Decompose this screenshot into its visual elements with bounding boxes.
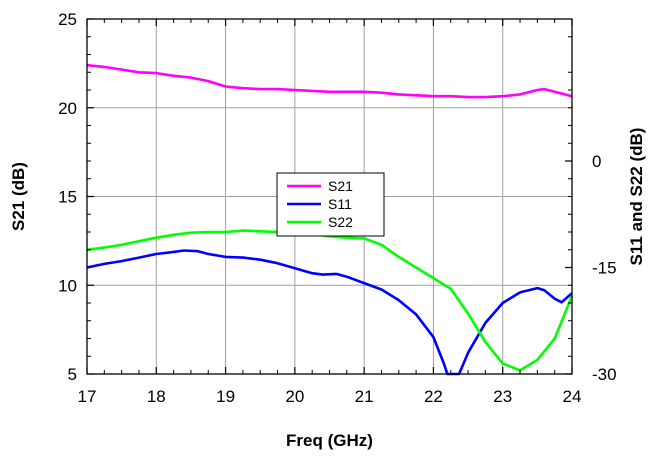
y-left-tick-label: 5	[68, 365, 77, 384]
x-tick-label: 24	[563, 387, 582, 406]
y-axis-title-right: S11 and S22 (dB)	[627, 128, 646, 266]
series-line-s22	[87, 231, 572, 371]
legend-label-s22: S22	[328, 214, 353, 230]
x-tick-label: 19	[216, 387, 235, 406]
x-tick-label: 18	[147, 387, 166, 406]
y-left-tick-label: 20	[58, 99, 77, 118]
x-axis-title: Freq (GHz)	[286, 431, 373, 450]
y-left-tick-label: 15	[58, 188, 77, 207]
y-right-tick-label: -30	[592, 365, 617, 384]
x-tick-label: 21	[355, 387, 374, 406]
legend-label-s11: S11	[328, 196, 352, 212]
y-left-tick-label: 25	[58, 10, 77, 29]
x-tick-label: 20	[285, 387, 304, 406]
y-left-tick-label: 10	[58, 276, 77, 295]
x-tick-label: 22	[424, 387, 443, 406]
legend-label-s21: S21	[328, 178, 353, 194]
x-tick-label: 23	[493, 387, 512, 406]
y-right-tick-label: 0	[592, 152, 601, 171]
y-right-tick-label: -15	[592, 259, 617, 278]
y-axis-title-left: S21 (dB)	[9, 162, 28, 231]
series-line-s21	[87, 65, 572, 97]
x-tick-label: 17	[78, 387, 97, 406]
legend: S21 S11 S22	[277, 173, 384, 236]
series-line-s11	[87, 251, 572, 375]
